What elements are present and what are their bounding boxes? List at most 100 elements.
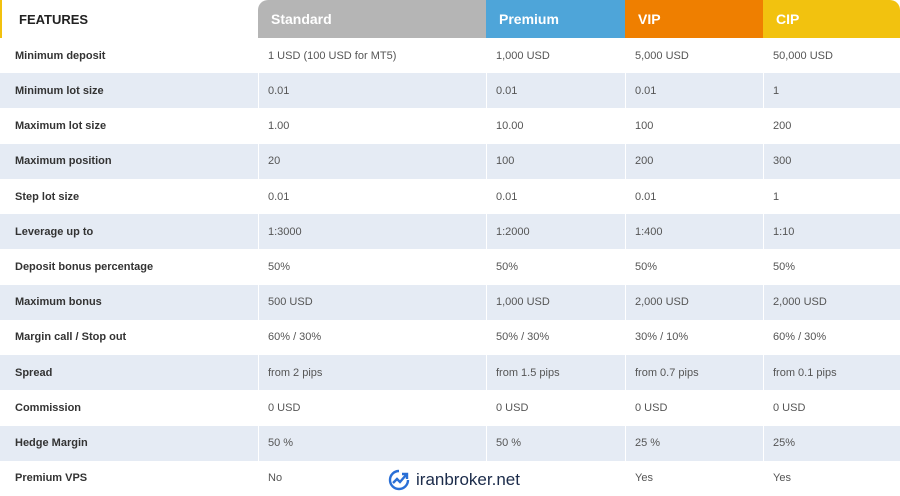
row-background: [0, 73, 900, 109]
cell-value: 60% / 30%: [773, 331, 827, 344]
cell-value: Yes: [635, 472, 653, 485]
feature-label: Step lot size: [15, 190, 80, 203]
feature-label: Commission: [15, 401, 82, 414]
column-separator: [625, 214, 626, 250]
cell-value: 5,000 USD: [635, 49, 689, 62]
column-separator: [258, 425, 259, 461]
cell-value: 300: [773, 155, 792, 168]
cell-value: No: [268, 472, 283, 485]
cell-value: 50 %: [496, 437, 522, 450]
cell-value: 0 USD: [268, 401, 301, 414]
column-separator: [763, 214, 764, 250]
watermark-icon: [388, 469, 410, 491]
column-separator: [258, 143, 259, 179]
cell-value: 50%: [773, 260, 796, 273]
cell-value: 1.00: [268, 120, 290, 133]
column-separator: [258, 284, 259, 320]
feature-label: Premium VPS: [15, 472, 88, 485]
column-header: Premium: [486, 0, 625, 38]
cell-value: 0 USD: [496, 401, 529, 414]
column-separator: [763, 355, 764, 391]
column-separator: [625, 425, 626, 461]
row-background: [0, 355, 900, 391]
cell-value: 200: [773, 120, 792, 133]
column-separator: [486, 425, 487, 461]
feature-label: Spread: [15, 366, 53, 379]
cell-value: 1,000 USD: [496, 49, 550, 62]
column-separator: [763, 284, 764, 320]
cell-value: from 0.1 pips: [773, 366, 837, 379]
row-background: [0, 143, 900, 179]
cell-value: 100: [496, 155, 515, 168]
column-separator: [486, 143, 487, 179]
cell-value: 50,000 USD: [773, 49, 833, 62]
column-separator: [486, 284, 487, 320]
column-separator: [625, 284, 626, 320]
cell-value: 2,000 USD: [635, 296, 689, 309]
column-separator: [625, 143, 626, 179]
feature-label: Leverage up to: [15, 225, 94, 238]
cell-value: 25 %: [635, 437, 661, 450]
cell-value: 50%: [635, 260, 658, 273]
cell-value: 1 USD (100 USD for MT5): [268, 49, 397, 62]
column-separator: [625, 73, 626, 109]
column-separator: [763, 143, 764, 179]
cell-value: 200: [635, 155, 654, 168]
cell-value: 50%: [496, 260, 519, 273]
column-header: FEATURES: [0, 0, 258, 38]
cell-value: 20: [268, 155, 281, 168]
row-background: [0, 284, 900, 320]
cell-value: 0.01: [268, 84, 290, 97]
column-separator: [486, 355, 487, 391]
cell-value: 10.00: [496, 120, 524, 133]
feature-label: Deposit bonus percentage: [15, 260, 154, 273]
cell-value: from 0.7 pips: [635, 366, 699, 379]
cell-value: 1:2000: [496, 225, 530, 238]
cell-value: 50% / 30%: [496, 331, 550, 344]
column-header: VIP: [625, 0, 763, 38]
cell-value: 1,000 USD: [496, 296, 550, 309]
cell-value: 30% / 10%: [635, 331, 689, 344]
column-separator: [486, 73, 487, 109]
cell-value: 0 USD: [635, 401, 668, 414]
cell-value: 50%: [268, 260, 291, 273]
feature-label: Minimum deposit: [15, 49, 106, 62]
column-header: Standard: [258, 0, 486, 38]
feature-label: Maximum bonus: [15, 296, 102, 309]
column-separator: [258, 73, 259, 109]
row-background: [0, 214, 900, 250]
row-background: [0, 425, 900, 461]
cell-value: 60% / 30%: [268, 331, 322, 344]
cell-value: 1: [773, 190, 780, 203]
cell-value: 1: [773, 84, 780, 97]
feature-label: Margin call / Stop out: [15, 331, 127, 344]
feature-label: Hedge Margin: [15, 437, 88, 450]
cell-value: 0.01: [635, 84, 657, 97]
cell-value: 1:400: [635, 225, 663, 238]
column-separator: [625, 355, 626, 391]
watermark: iranbroker.net: [388, 468, 520, 492]
cell-value: 0.01: [635, 190, 657, 203]
feature-label: Minimum lot size: [15, 84, 104, 97]
cell-value: 100: [635, 120, 654, 133]
cell-value: 1:10: [773, 225, 795, 238]
cell-value: 0.01: [496, 190, 518, 203]
cell-value: 25%: [773, 437, 796, 450]
cell-value: 0.01: [496, 84, 518, 97]
feature-label: Maximum position: [15, 155, 112, 168]
column-separator: [258, 355, 259, 391]
cell-value: 2,000 USD: [773, 296, 827, 309]
cell-value: from 2 pips: [268, 366, 323, 379]
column-separator: [763, 73, 764, 109]
cell-value: 50 %: [268, 437, 294, 450]
watermark-text: iranbroker.net: [416, 470, 520, 489]
column-header: CIP: [763, 0, 900, 38]
cell-value: 0.01: [268, 190, 290, 203]
cell-value: from 1.5 pips: [496, 366, 560, 379]
column-separator: [763, 425, 764, 461]
column-separator: [486, 214, 487, 250]
cell-value: Yes: [773, 472, 791, 485]
cell-value: 500 USD: [268, 296, 313, 309]
